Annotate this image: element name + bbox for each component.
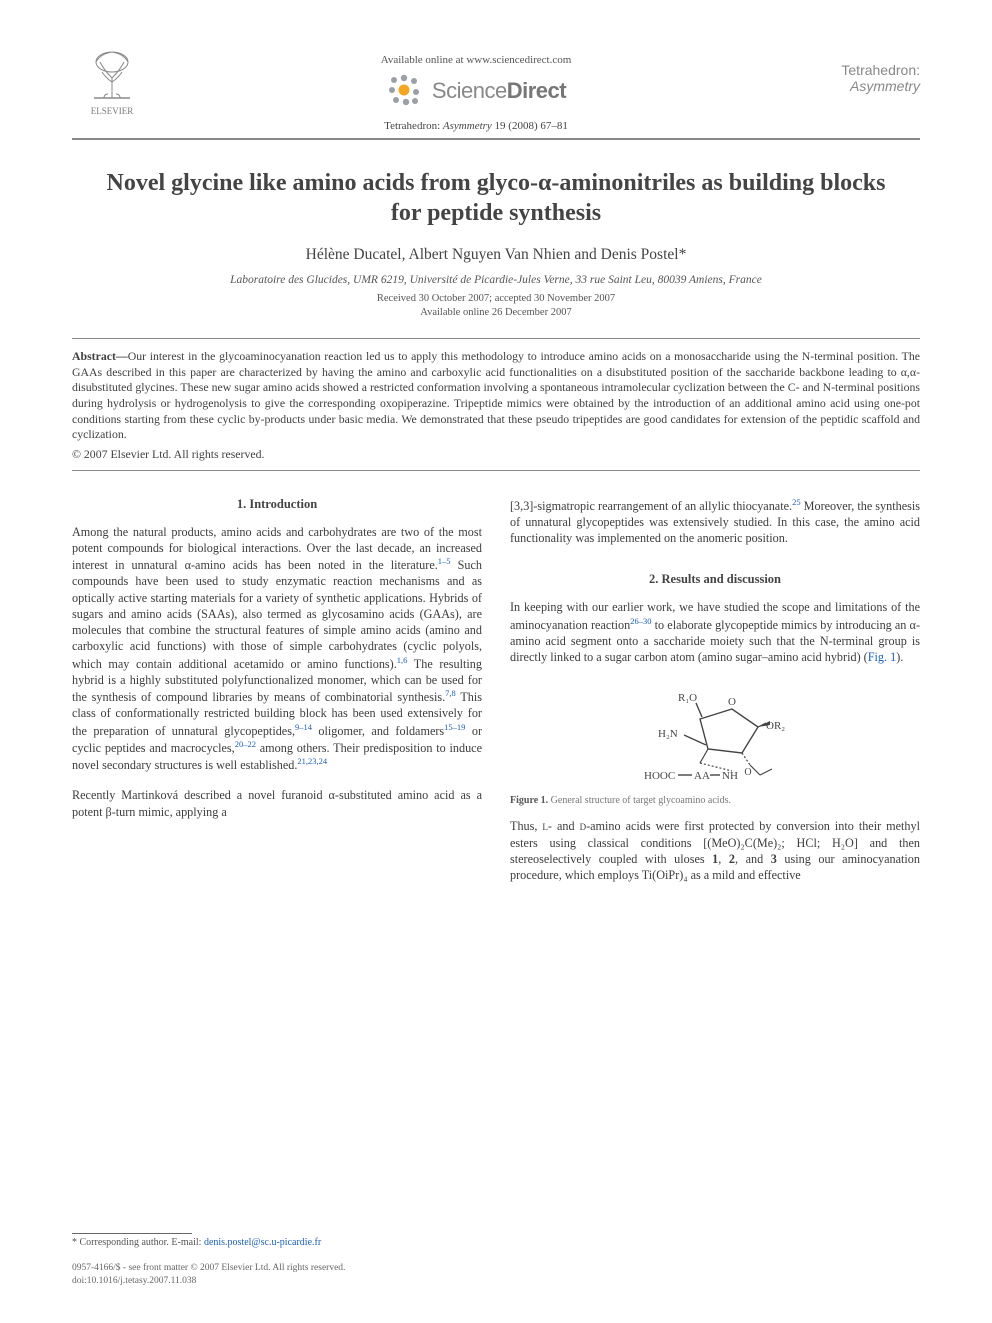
publisher-logo-block: ELSEVIER <box>72 48 152 116</box>
intro-para-2: Recently Martinková described a novel fu… <box>72 787 482 819</box>
header-row: ELSEVIER Available online at www.science… <box>72 48 920 132</box>
ref-link[interactable]: 1–5 <box>438 556 451 566</box>
email-link[interactable]: denis.postel@sc.u-picardie.fr <box>204 1237 321 1248</box>
ref-link[interactable]: 15–19 <box>444 722 465 732</box>
ref-link[interactable]: 21,23,24 <box>297 756 327 766</box>
figure-1-caption: Figure 1. General structure of target gl… <box>510 795 920 806</box>
affiliation: Laboratoire des Glucides, UMR 6219, Univ… <box>72 274 920 286</box>
two-column-body: 1. Introduction Among the natural produc… <box>72 497 920 884</box>
dates-block: Received 30 October 2007; accepted 30 No… <box>72 292 920 320</box>
ref-link[interactable]: 20–22 <box>235 739 256 749</box>
journal-badge: Tetrahedron: Asymmetry <box>800 48 920 94</box>
copyright-block: 0957-4166/$ - see front matter © 2007 El… <box>72 1262 920 1287</box>
corresponding-author-footnote: * Corresponding author. E-mail: denis.po… <box>72 1237 920 1248</box>
abstract-rule-bottom <box>72 470 920 471</box>
chem-label-o: O <box>728 696 736 708</box>
chemical-structure-svg: R₁O O H₂N OR₂ O HOOC <box>620 679 810 789</box>
chem-label-hooc: HOOC <box>644 770 675 782</box>
ref-link[interactable]: 26–30 <box>630 616 651 626</box>
journal-reference: Tetrahedron: Asymmetry 19 (2008) 67–81 <box>152 120 800 132</box>
figure-1: R₁O O H₂N OR₂ O HOOC <box>510 679 920 806</box>
chem-label-h2n: H₂N <box>658 728 678 740</box>
sciencedirect-logo: ScienceDirect <box>386 72 566 110</box>
available-online-line: Available online at www.sciencedirect.co… <box>152 54 800 66</box>
intro-para-1: Among the natural products, amino acids … <box>72 524 482 774</box>
ref-link[interactable]: 9–14 <box>295 722 312 732</box>
ref-link[interactable]: 7,8 <box>445 688 456 698</box>
dates-online: Available online 26 December 2007 <box>72 306 920 320</box>
ref-link[interactable]: 1,6 <box>397 655 408 665</box>
column-right: [3,3]-sigmatropic rearrangement of an al… <box>510 497 920 884</box>
sciencedirect-wordmark: ScienceDirect <box>432 78 566 104</box>
sciencedirect-dots-icon <box>386 72 424 110</box>
publisher-name: ELSEVIER <box>72 106 152 116</box>
journal-name-line1: Tetrahedron: <box>800 62 920 78</box>
chem-label-aa: AA <box>694 770 710 782</box>
abstract-text: Abstract—Our interest in the glycoaminoc… <box>72 349 920 442</box>
chem-label-nh: NH <box>722 770 738 782</box>
column-left: 1. Introduction Among the natural produc… <box>72 497 482 884</box>
section-heading-intro: 1. Introduction <box>72 497 482 512</box>
svg-text:O: O <box>744 767 751 778</box>
chem-label-r1o: R₁O <box>678 692 697 704</box>
ref-link[interactable]: 25 <box>792 497 801 507</box>
footer-zone: * Corresponding author. E-mail: denis.po… <box>72 1233 920 1287</box>
abstract-rule-top <box>72 338 920 339</box>
abstract-copyright: © 2007 Elsevier Ltd. All rights reserved… <box>72 447 920 462</box>
intro-para-2-cont: [3,3]-sigmatropic rearrangement of an al… <box>510 497 920 547</box>
issn-line: 0957-4166/$ - see front matter © 2007 El… <box>72 1262 920 1274</box>
authors-line: Hélène Ducatel, Albert Nguyen Van Nhien … <box>72 246 920 264</box>
footnote-rule <box>72 1233 192 1234</box>
center-header: Available online at www.sciencedirect.co… <box>152 48 800 132</box>
header-rule <box>72 138 920 140</box>
doi-line: doi:10.1016/j.tetasy.2007.11.038 <box>72 1275 920 1287</box>
journal-name-line2: Asymmetry <box>800 78 920 94</box>
section-heading-results: 2. Results and discussion <box>510 572 920 587</box>
results-para-2: Thus, l- and d-amino acids were first pr… <box>510 818 920 883</box>
article-title: Novel glycine like amino acids from glyc… <box>92 168 900 228</box>
results-para-1: In keeping with our earlier work, we hav… <box>510 599 920 665</box>
figure-link[interactable]: Fig. 1 <box>868 650 896 664</box>
abstract-label: Abstract— <box>72 349 128 363</box>
dates-received: Received 30 October 2007; accepted 30 No… <box>72 292 920 306</box>
elsevier-tree-icon <box>84 48 140 104</box>
